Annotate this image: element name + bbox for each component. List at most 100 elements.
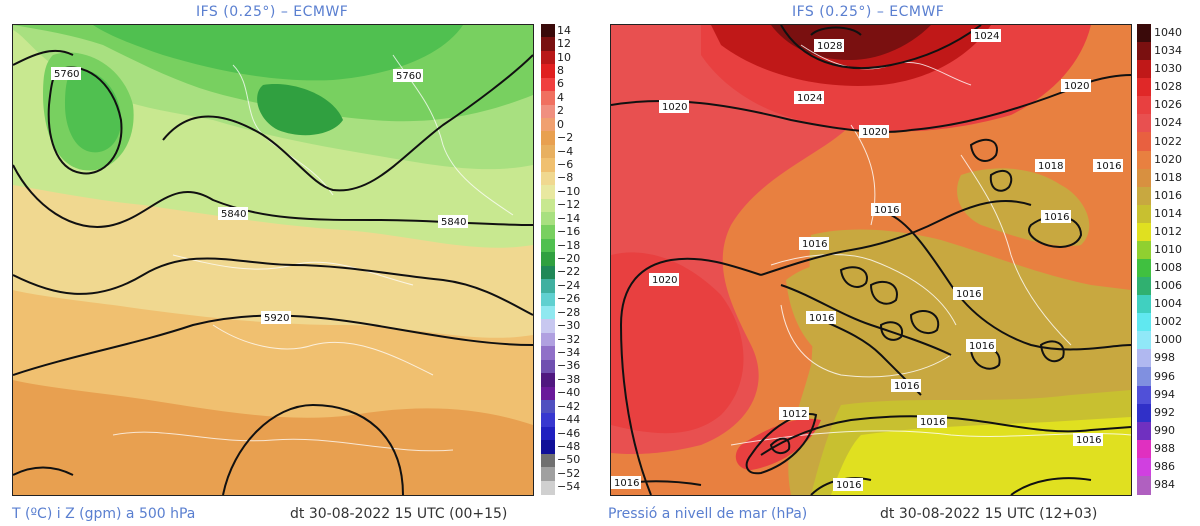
- isobar-label: 1016: [956, 289, 981, 300]
- isobar-label: 1016: [614, 478, 639, 489]
- right-panel-datetime: dt 30-08-2022 15 UTC (12+03): [880, 506, 1098, 522]
- colorbar-tick-label: 1010: [1154, 242, 1182, 256]
- colorbar-tick-label: 996: [1154, 369, 1175, 383]
- colorbar-swatch: [541, 171, 555, 186]
- colorbar-swatch: [1137, 96, 1151, 116]
- colorbar-tick-label: −38: [557, 372, 581, 386]
- colorbar-swatch: [1137, 349, 1151, 369]
- colorbar-swatch: [541, 319, 555, 334]
- colorbar-swatch: [1137, 132, 1151, 152]
- colorbar-tick-label: 1018: [1154, 170, 1182, 184]
- isobar-label: 1016: [802, 239, 827, 250]
- colorbar-swatch: [541, 131, 555, 146]
- colorbar-tick-label: 1014: [1154, 206, 1182, 220]
- colorbar-swatch: [541, 359, 555, 374]
- colorbar-swatch: [541, 480, 555, 495]
- colorbar-tick-label: −14: [557, 211, 581, 225]
- colorbar-tick-label: −6: [557, 158, 574, 171]
- isobar-label: 1024: [797, 93, 822, 104]
- colorbar-swatch: [541, 413, 555, 428]
- colorbar-swatch: [541, 252, 555, 267]
- colorbar-tick-label: −48: [557, 440, 581, 453]
- left-panel: IFS (0.25°) – ECMWF: [12, 4, 581, 522]
- colorbar-swatch: [1137, 240, 1151, 260]
- colorbar-tick-label: −40: [557, 386, 581, 400]
- colorbar-swatch: [541, 64, 555, 79]
- colorbar-tick-label: −34: [557, 346, 581, 359]
- colorbar-swatch: [541, 37, 555, 52]
- colorbar-tick-label: 986: [1154, 459, 1175, 473]
- colorbar-swatch: [1137, 186, 1151, 206]
- colorbar-tick-label: 6: [557, 77, 564, 91]
- contour-label: 5840: [221, 209, 246, 220]
- colorbar-tick-label: −46: [557, 426, 581, 440]
- colorbar-tick-label: −2: [557, 131, 574, 145]
- colorbar-tick-label: −32: [557, 332, 581, 346]
- left-panel-variable: T (ºC) i Z (gpm) a 500 hPa: [12, 506, 196, 522]
- isobar-label: 1016: [920, 417, 945, 428]
- isobar-label: 1016: [809, 313, 834, 324]
- isobar-label: 1020: [862, 127, 887, 138]
- colorbar-swatch: [541, 158, 555, 173]
- colorbar-swatch: [541, 373, 555, 388]
- colorbar-swatch: [1137, 24, 1151, 43]
- colorbar-tick-label: −22: [557, 265, 581, 279]
- colorbar-tick-label: −50: [557, 453, 581, 467]
- isobar-label: 1016: [969, 341, 994, 352]
- sea-level-pressure-map: 1028 1024 1024 1020 1020 1020 1018 1016 …: [611, 25, 1131, 495]
- colorbar-swatch: [541, 144, 555, 159]
- colorbar-tick-label: 10: [557, 50, 571, 64]
- colorbar-swatch: [541, 238, 555, 253]
- colorbar-tick-label: −42: [557, 399, 581, 413]
- left-contour-labels: 5760 5760 5840 5840 5920: [51, 67, 468, 324]
- colorbar-swatch: [1137, 403, 1151, 423]
- colorbar-tick-label: 1016: [1154, 188, 1182, 202]
- isobar-label: 1016: [894, 381, 919, 392]
- colorbar-tick-label: 1002: [1154, 315, 1182, 329]
- colorbar-tick-label: 998: [1154, 351, 1175, 365]
- colorbar-swatch: [1137, 277, 1151, 297]
- colorbar-tick-label: 1020: [1154, 152, 1182, 166]
- colorbar-tick-label: −12: [557, 198, 581, 212]
- colorbar-tick-label: 1024: [1154, 116, 1182, 130]
- colorbar-swatch: [1137, 114, 1151, 134]
- colorbar-swatch: [1137, 295, 1151, 315]
- colorbar-tick-label: 8: [557, 64, 564, 77]
- colorbar-tick-label: 14: [557, 23, 571, 37]
- colorbar-tick-label: −54: [557, 480, 581, 494]
- colorbar-swatch: [1137, 421, 1151, 441]
- colorbar-swatch: [541, 332, 555, 347]
- colorbar-swatch: [541, 265, 555, 280]
- colorbar-tick-label: 992: [1154, 405, 1175, 419]
- isobar-label: 1024: [974, 31, 999, 42]
- isobar-label: 1012: [782, 409, 807, 420]
- colorbar-swatch: [541, 118, 555, 132]
- colorbar-tick-label: 1030: [1154, 62, 1182, 76]
- right-contour-labels: 1028 1024 1024 1020 1020 1020 1018 1016 …: [611, 29, 1123, 491]
- colorbar-tick-label: 1034: [1154, 44, 1182, 58]
- isobar-label: 1016: [1076, 435, 1101, 446]
- colorbar-tick-label: −36: [557, 359, 581, 373]
- colorbar-swatch: [541, 440, 555, 455]
- isobar-label: 1016: [1044, 212, 1069, 223]
- colorbar-tick-label: 0: [557, 117, 564, 131]
- colorbar-swatch: [541, 198, 555, 213]
- colorbar-swatch: [541, 91, 555, 106]
- isobar-label: 1020: [662, 102, 687, 113]
- colorbar-swatch: [541, 225, 555, 240]
- right-colorbar: [1137, 24, 1151, 495]
- colorbar-tick-label: −10: [557, 184, 581, 198]
- colorbar-swatch: [1137, 259, 1151, 278]
- colorbar-tick-label: −44: [557, 413, 581, 427]
- colorbar-tick-label: 2: [557, 104, 564, 118]
- isobar-label: 1016: [836, 480, 861, 491]
- colorbar-swatch: [1137, 367, 1151, 387]
- colorbar-swatch: [1137, 313, 1151, 333]
- colorbar-swatch: [1137, 475, 1151, 495]
- temp-500hpa-map: 5760 5760 5840 5840 5920: [13, 25, 533, 495]
- colorbar-swatch: [541, 185, 555, 200]
- colorbar-tick-label: 1022: [1154, 134, 1182, 148]
- colorbar-swatch: [541, 292, 555, 307]
- colorbar-swatch: [1137, 331, 1151, 351]
- colorbar-tick-label: 1012: [1154, 224, 1182, 238]
